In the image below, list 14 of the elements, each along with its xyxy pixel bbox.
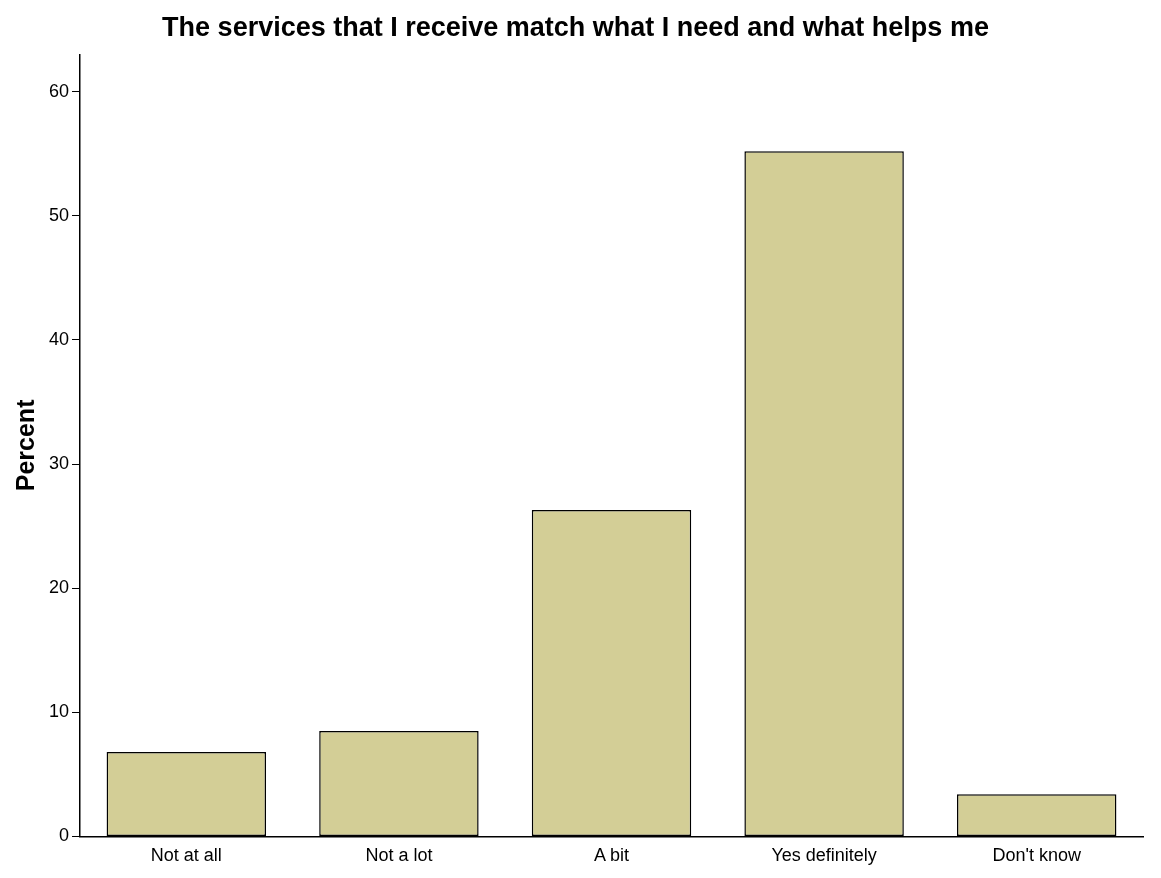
- y-tick-label: 50: [48, 204, 70, 225]
- x-tick-label: Not at all: [150, 845, 222, 866]
- y-tick-label: 40: [48, 328, 70, 349]
- x-tick-label: Don't know: [992, 845, 1082, 866]
- y-axis-title: Percent: [10, 398, 39, 492]
- y-tick-label: 20: [48, 577, 70, 598]
- y-tick-label: 0: [59, 825, 70, 846]
- x-tick-label: Not a lot: [365, 845, 433, 866]
- x-tick-label: Yes definitely: [771, 845, 877, 866]
- y-tick-label: 30: [48, 452, 70, 473]
- y-tick-label: 10: [48, 701, 70, 722]
- x-tick-label: A bit: [594, 845, 630, 866]
- y-tick-label: 60: [48, 80, 70, 101]
- chart-title: The services that I receive match what I need and what helps me: [162, 11, 989, 42]
